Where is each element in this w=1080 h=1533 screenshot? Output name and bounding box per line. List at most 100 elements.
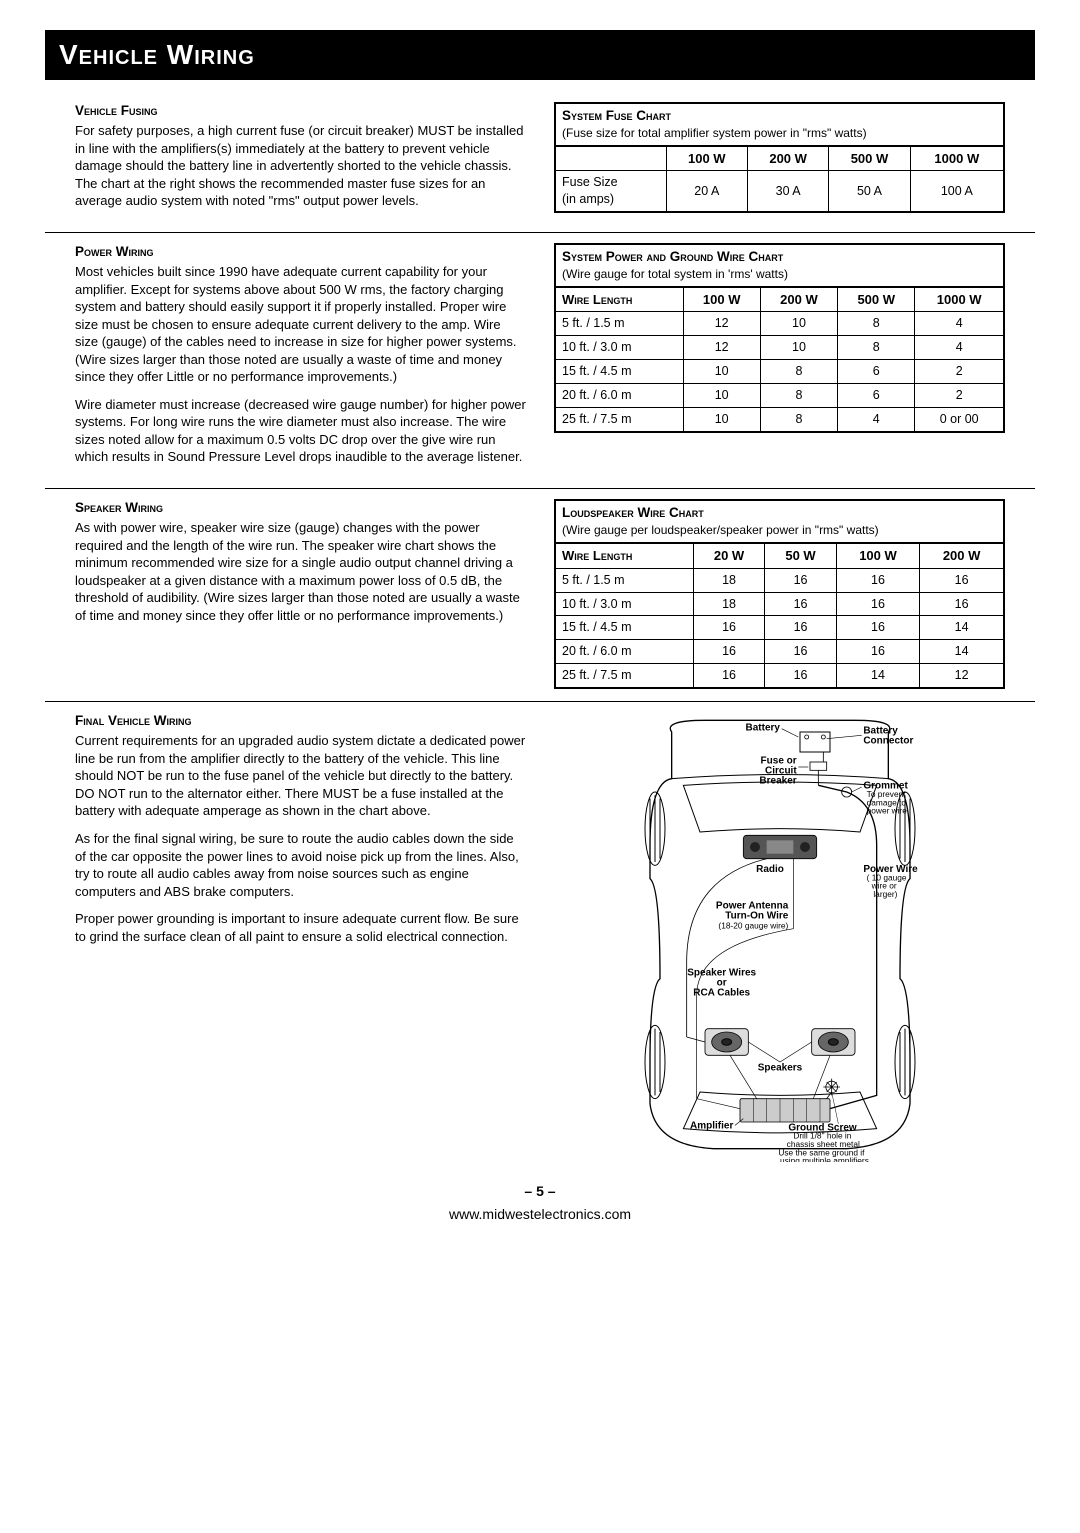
section-speaker: Speaker Wiring As with power wire, speak… [45,489,1035,702]
row-val: 16 [693,616,765,640]
row-val: 10 [683,360,760,384]
fusing-body: For safety purposes, a high current fuse… [75,122,526,210]
row-val: 14 [836,664,919,688]
row-val: 18 [693,568,765,592]
speaker-col-1: 50 W [765,543,837,568]
power-body1: Most vehicles built since 1990 have adeq… [75,263,526,386]
row-len: 20 ft. / 6.0 m [555,384,683,408]
fuse-col-2: 500 W [829,146,910,171]
final-body2: As for the final signal wiring, be sure … [75,830,526,900]
final-body3: Proper power grounding is important to i… [75,910,526,945]
row-len: 10 ft. / 3.0 m [555,336,683,360]
final-diagram: Battery Battery Connector Fuse or Circui… [554,712,1005,1162]
row-len: 25 ft. / 7.5 m [555,664,693,688]
row-val: 16 [836,640,919,664]
row-len: 25 ft. / 7.5 m [555,407,683,431]
speaker-col-2: 100 W [836,543,919,568]
row-val: 16 [765,568,837,592]
power-col-head: Wire Length [555,287,683,312]
row-val: 10 [683,407,760,431]
power-table: System Power and Ground Wire Chart (Wire… [554,243,1005,433]
row-val: 16 [693,664,765,688]
fuse-col-3: 1000 W [910,146,1004,171]
fuse-caption: System Fuse Chart (Fuse size for total a… [554,102,1005,145]
power-col-3: 1000 W [915,287,1004,312]
lbl-spk-w3: RCA Cables [693,987,750,998]
row-val: 14 [920,640,1004,664]
fuse-table: System Fuse Chart (Fuse size for total a… [554,102,1005,213]
footer-url: www.midwestelectronics.com [45,1205,1035,1224]
table-row: 20 ft. / 6.0 m10862 [555,384,1004,408]
row-val: 10 [683,384,760,408]
row-len: 5 ft. / 1.5 m [555,312,683,336]
row-val: 8 [760,384,837,408]
power-heading: Power Wiring [75,243,526,261]
lbl-radio: Radio [756,864,784,875]
speaker-caption: Loudspeaker Wire Chart (Wire gauge per l… [554,499,1005,542]
speaker-body: As with power wire, speaker wire size (g… [75,519,526,624]
speaker-cap-sub: (Wire gauge per loudspeaker/speaker powe… [562,523,879,537]
power-text: Power Wiring Most vehicles built since 1… [75,243,526,476]
row-val: 16 [765,616,837,640]
page-title-bar: Vehicle Wiring [45,30,1035,80]
lbl-battery: Battery [745,722,780,733]
power-cap-title: System Power and Ground Wire Chart [562,248,997,266]
fuse-val-3: 100 A [910,171,1004,212]
row-val: 12 [920,664,1004,688]
final-heading: Final Vehicle Wiring [75,712,526,730]
table-row: 5 ft. / 1.5 m18161616 [555,568,1004,592]
row-val: 12 [683,336,760,360]
power-cap-sub: (Wire gauge for total system in 'rms' wa… [562,267,788,281]
fuse-cap-sub: (Fuse size for total amplifier system po… [562,126,867,140]
table-row: 25 ft. / 7.5 m16161412 [555,664,1004,688]
row-val: 16 [836,616,919,640]
row-val: 16 [836,592,919,616]
speaker-col-0: 20 W [693,543,765,568]
row-val: 8 [838,336,915,360]
fuse-val-0: 20 A [666,171,747,212]
row-val: 16 [920,592,1004,616]
section-final: Final Vehicle Wiring Current requirement… [45,702,1035,1174]
power-chart: System Power and Ground Wire Chart (Wire… [554,243,1005,476]
row-val: 16 [836,568,919,592]
row-val: 0 or 00 [915,407,1004,431]
fuse-col-1: 200 W [747,146,828,171]
row-val: 2 [915,360,1004,384]
row-val: 16 [765,640,837,664]
final-text: Final Vehicle Wiring Current requirement… [75,712,526,1162]
speaker-table: Loudspeaker Wire Chart (Wire gauge per l… [554,499,1005,689]
wiring-diagram-svg: Battery Battery Connector Fuse or Circui… [610,712,950,1162]
power-col-2: 500 W [838,287,915,312]
row-val: 16 [693,640,765,664]
page-footer: – 5 – www.midwestelectronics.com [45,1182,1035,1224]
row-val: 16 [765,664,837,688]
fuse-col-0: 100 W [666,146,747,171]
row-val: 10 [760,312,837,336]
row-len: 20 ft. / 6.0 m [555,640,693,664]
power-body2: Wire diameter must increase (decreased w… [75,396,526,466]
lbl-fuse-3: Breaker [759,776,796,787]
row-val: 4 [915,336,1004,360]
page-number: – 5 – [45,1182,1035,1201]
power-caption: System Power and Ground Wire Chart (Wire… [554,243,1005,286]
row-val: 4 [838,407,915,431]
speaker-cap-title: Loudspeaker Wire Chart [562,504,997,522]
speaker-col-head: Wire Length [555,543,693,568]
speaker-col-3: 200 W [920,543,1004,568]
lbl-batt-conn-2: Connector [863,736,913,747]
row-val: 6 [838,384,915,408]
speaker-heading: Speaker Wiring [75,499,526,517]
row-val: 2 [915,384,1004,408]
row-len: 10 ft. / 3.0 m [555,592,693,616]
power-col-1: 200 W [760,287,837,312]
row-val: 6 [838,360,915,384]
fuse-val-2: 50 A [829,171,910,212]
row-len: 5 ft. / 1.5 m [555,568,693,592]
table-row: 20 ft. / 6.0 m16161614 [555,640,1004,664]
table-row: 15 ft. / 4.5 m10862 [555,360,1004,384]
row-val: 10 [760,336,837,360]
table-row: 10 ft. / 3.0 m121084 [555,336,1004,360]
final-body1: Current requirements for an upgraded aud… [75,732,526,820]
fuse-val-1: 30 A [747,171,828,212]
section-power: Power Wiring Most vehicles built since 1… [45,233,1035,489]
